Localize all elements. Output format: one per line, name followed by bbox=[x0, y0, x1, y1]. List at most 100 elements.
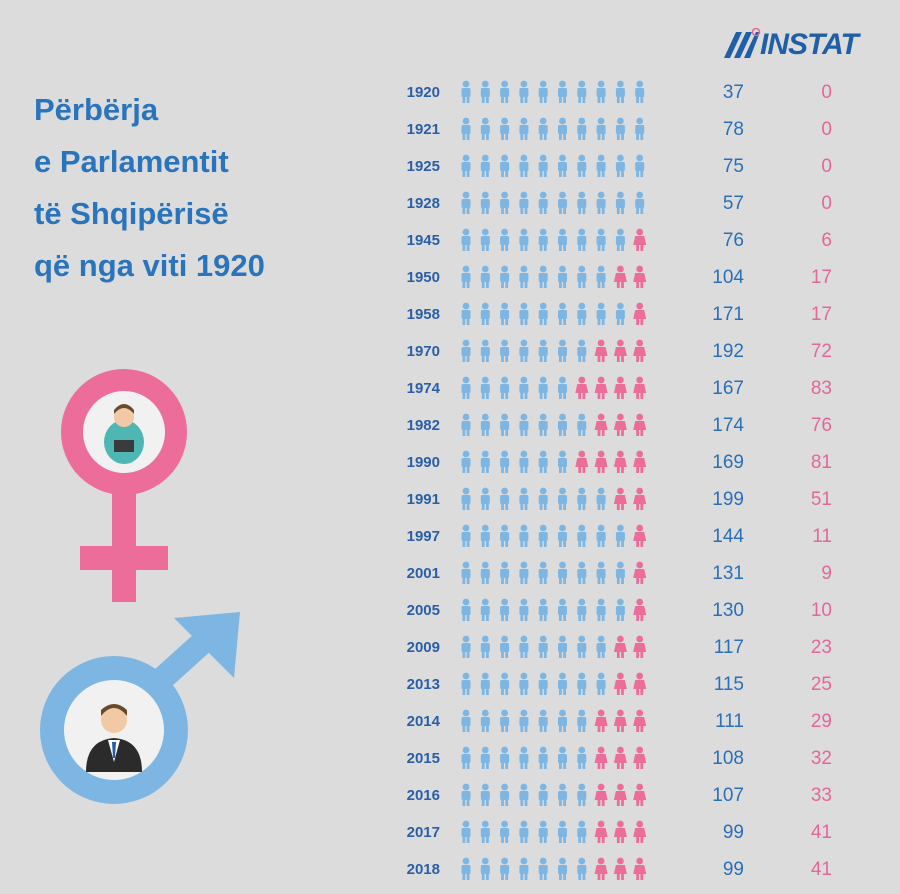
female-count: 17 bbox=[811, 304, 832, 325]
year-label: 1945 bbox=[407, 232, 440, 249]
female-count: 81 bbox=[811, 452, 832, 473]
male-person-icon bbox=[480, 672, 490, 695]
male-person-icon bbox=[480, 339, 490, 362]
year-label: 1997 bbox=[407, 528, 440, 545]
year-label: 2014 bbox=[407, 713, 441, 730]
male-person-icon bbox=[538, 80, 548, 103]
man-avatar-icon bbox=[86, 704, 142, 772]
male-count: 75 bbox=[723, 156, 744, 177]
male-person-icon bbox=[538, 450, 548, 473]
female-count: 23 bbox=[811, 637, 832, 658]
title-line-1: Përbërja bbox=[34, 92, 159, 127]
male-person-icon bbox=[519, 598, 529, 621]
male-person-icon bbox=[558, 746, 567, 769]
male-person-icon bbox=[577, 857, 587, 880]
male-person-icon bbox=[596, 635, 606, 658]
male-person-icon bbox=[596, 524, 606, 547]
male-person-icon bbox=[500, 376, 510, 399]
year-label: 2001 bbox=[407, 565, 440, 582]
female-count: 9 bbox=[821, 563, 832, 584]
female-person-icon bbox=[613, 672, 627, 695]
male-person-icon bbox=[538, 413, 548, 436]
chart-row: 2014 111 29 bbox=[407, 709, 832, 732]
male-person-icon bbox=[461, 228, 471, 251]
male-person-icon bbox=[577, 80, 587, 103]
title-line-3: të Shqipërisë bbox=[34, 196, 229, 231]
male-person-icon bbox=[558, 709, 567, 732]
male-count: 192 bbox=[712, 341, 744, 362]
instat-logo: INSTAT bbox=[722, 28, 859, 62]
female-person-icon bbox=[613, 783, 627, 806]
chart-row: 2009 117 23 bbox=[407, 635, 832, 658]
male-person-icon bbox=[480, 80, 490, 103]
male-symbol-icon bbox=[40, 612, 240, 804]
chart-row: 2015 108 32 bbox=[407, 746, 832, 769]
female-person-icon bbox=[633, 376, 647, 399]
male-person-icon bbox=[558, 635, 567, 658]
male-person-icon bbox=[480, 302, 490, 325]
male-person-icon bbox=[461, 450, 471, 473]
male-person-icon bbox=[480, 598, 490, 621]
female-person-icon bbox=[633, 746, 647, 769]
male-person-icon bbox=[480, 524, 490, 547]
male-person-icon bbox=[538, 857, 548, 880]
male-person-icon bbox=[577, 598, 587, 621]
chart-row: 1925 75 0 bbox=[407, 154, 832, 177]
male-person-icon bbox=[538, 709, 548, 732]
male-person-icon bbox=[480, 117, 490, 140]
male-person-icon bbox=[480, 413, 490, 436]
year-label: 2009 bbox=[407, 639, 440, 656]
male-person-icon bbox=[558, 80, 567, 103]
female-person-icon bbox=[633, 783, 647, 806]
male-person-icon bbox=[615, 561, 625, 584]
male-person-icon bbox=[461, 598, 471, 621]
male-person-icon bbox=[577, 191, 587, 214]
male-person-icon bbox=[500, 783, 510, 806]
male-person-icon bbox=[480, 228, 490, 251]
chart-row: 1928 57 0 bbox=[407, 191, 832, 214]
male-person-icon bbox=[577, 265, 587, 288]
female-person-icon bbox=[633, 820, 647, 843]
woman-avatar-icon bbox=[104, 404, 144, 464]
male-person-icon bbox=[538, 191, 548, 214]
male-person-icon bbox=[615, 117, 625, 140]
female-person-icon bbox=[613, 413, 627, 436]
male-person-icon bbox=[519, 524, 529, 547]
male-person-icon bbox=[461, 376, 471, 399]
male-person-icon bbox=[500, 339, 510, 362]
male-person-icon bbox=[635, 80, 645, 103]
male-person-icon bbox=[519, 80, 529, 103]
male-person-icon bbox=[461, 80, 471, 103]
male-person-icon bbox=[500, 857, 510, 880]
male-person-icon bbox=[558, 820, 567, 843]
female-person-icon bbox=[633, 709, 647, 732]
female-person-icon bbox=[613, 487, 627, 510]
male-person-icon bbox=[519, 117, 529, 140]
male-person-icon bbox=[480, 820, 490, 843]
male-person-icon bbox=[596, 265, 606, 288]
male-person-icon bbox=[558, 339, 567, 362]
male-person-icon bbox=[461, 857, 471, 880]
year-label: 1990 bbox=[407, 454, 440, 471]
female-person-icon bbox=[594, 857, 608, 880]
male-person-icon bbox=[500, 80, 510, 103]
female-count: 10 bbox=[811, 600, 832, 621]
male-person-icon bbox=[615, 191, 625, 214]
male-person-icon bbox=[558, 117, 567, 140]
male-person-icon bbox=[558, 561, 567, 584]
chart-row: 1921 78 0 bbox=[407, 117, 832, 140]
female-count: 25 bbox=[811, 674, 832, 695]
male-person-icon bbox=[538, 376, 548, 399]
male-person-icon bbox=[577, 302, 587, 325]
male-person-icon bbox=[558, 228, 567, 251]
male-person-icon bbox=[615, 154, 625, 177]
male-person-icon bbox=[558, 598, 567, 621]
male-person-icon bbox=[480, 450, 490, 473]
male-person-icon bbox=[577, 746, 587, 769]
chart-row: 2013 115 25 bbox=[407, 672, 832, 695]
male-person-icon bbox=[635, 117, 645, 140]
female-count: 0 bbox=[821, 156, 832, 177]
female-count: 29 bbox=[811, 711, 832, 732]
male-person-icon bbox=[558, 265, 567, 288]
male-person-icon bbox=[519, 561, 529, 584]
